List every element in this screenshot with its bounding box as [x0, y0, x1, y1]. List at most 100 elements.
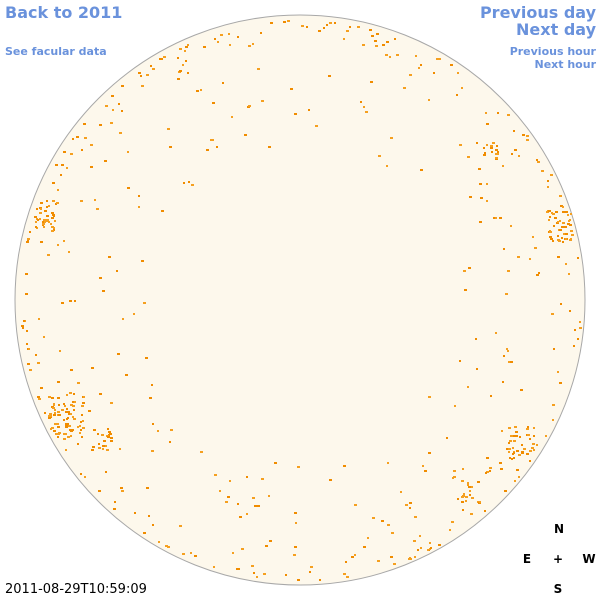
facula: [467, 484, 469, 486]
facula: [28, 348, 30, 350]
facula: [565, 263, 567, 265]
facula: [549, 230, 551, 232]
facula: [561, 226, 564, 228]
facula: [374, 40, 377, 42]
facula: [203, 46, 206, 48]
facula: [389, 56, 391, 58]
facula: [39, 212, 42, 214]
facula: [456, 94, 458, 96]
facula: [254, 505, 257, 507]
facula: [222, 82, 224, 84]
previous-day-link[interactable]: Previous day: [479, 3, 596, 22]
facula: [70, 430, 73, 432]
facula: [121, 110, 123, 112]
previous-hour-link[interactable]: Previous hour: [509, 45, 596, 58]
facula: [149, 397, 152, 399]
next-hour-link[interactable]: Next hour: [534, 58, 597, 71]
facula: [552, 404, 555, 406]
facula: [59, 350, 61, 352]
facula: [557, 239, 560, 241]
facula: [26, 330, 28, 332]
facula: [414, 516, 417, 518]
facula: [511, 458, 513, 460]
facula: [293, 554, 296, 556]
facula: [102, 445, 105, 447]
facula: [457, 72, 459, 74]
facula: [57, 397, 60, 399]
facula: [568, 273, 570, 275]
facula: [210, 139, 212, 141]
facula: [483, 154, 486, 156]
facula: [229, 44, 231, 46]
back-link[interactable]: Back to 2011: [5, 3, 123, 22]
facula: [469, 490, 471, 492]
facula: [256, 576, 258, 578]
facula: [573, 345, 575, 347]
facula: [105, 105, 108, 107]
facula: [146, 487, 149, 489]
facula: [569, 310, 571, 312]
facula: [65, 423, 67, 425]
facula: [514, 426, 517, 428]
facula: [483, 147, 485, 149]
facula: [231, 116, 233, 118]
facula: [536, 444, 538, 446]
facula: [127, 187, 130, 189]
facula: [518, 454, 521, 456]
facula: [206, 149, 209, 151]
facula: [451, 521, 454, 523]
facula: [46, 200, 48, 202]
facula: [60, 174, 62, 176]
facula: [439, 58, 441, 60]
facula: [387, 462, 389, 464]
facula: [520, 389, 523, 391]
facula: [84, 476, 86, 478]
facular-link[interactable]: See facular data: [5, 45, 107, 58]
facula: [170, 429, 173, 431]
facula: [57, 244, 59, 246]
facula: [386, 41, 389, 43]
facula: [547, 180, 549, 182]
facula: [565, 238, 567, 240]
facula: [318, 30, 321, 32]
facula: [510, 435, 513, 437]
facula: [74, 401, 76, 403]
facula: [400, 491, 402, 493]
facula: [538, 272, 540, 274]
facula: [526, 139, 529, 141]
facula: [63, 433, 65, 435]
facula: [490, 145, 493, 147]
facula: [546, 211, 549, 213]
facula: [67, 423, 69, 425]
facula: [533, 427, 535, 429]
facula: [490, 147, 493, 149]
compass-west: W: [582, 552, 596, 566]
facula: [219, 490, 221, 492]
facula: [532, 443, 535, 445]
facula: [428, 99, 430, 101]
facula: [225, 501, 228, 503]
facula: [516, 450, 519, 452]
facula: [557, 221, 559, 223]
facula: [459, 360, 461, 362]
facula: [553, 225, 555, 227]
facula: [449, 529, 451, 531]
next-day-link[interactable]: Next day: [516, 20, 596, 39]
facula: [567, 214, 569, 216]
facula: [502, 381, 504, 383]
facula: [560, 205, 563, 207]
facula: [512, 447, 514, 449]
facula: [517, 256, 520, 258]
facula: [385, 54, 388, 56]
facula: [236, 568, 238, 570]
facula: [563, 233, 566, 235]
facula: [343, 465, 346, 467]
facula: [69, 392, 72, 394]
facula: [499, 462, 502, 464]
facula: [495, 149, 498, 151]
facula: [81, 149, 83, 151]
facula: [51, 217, 54, 219]
facula: [227, 496, 230, 498]
facula: [257, 68, 260, 70]
